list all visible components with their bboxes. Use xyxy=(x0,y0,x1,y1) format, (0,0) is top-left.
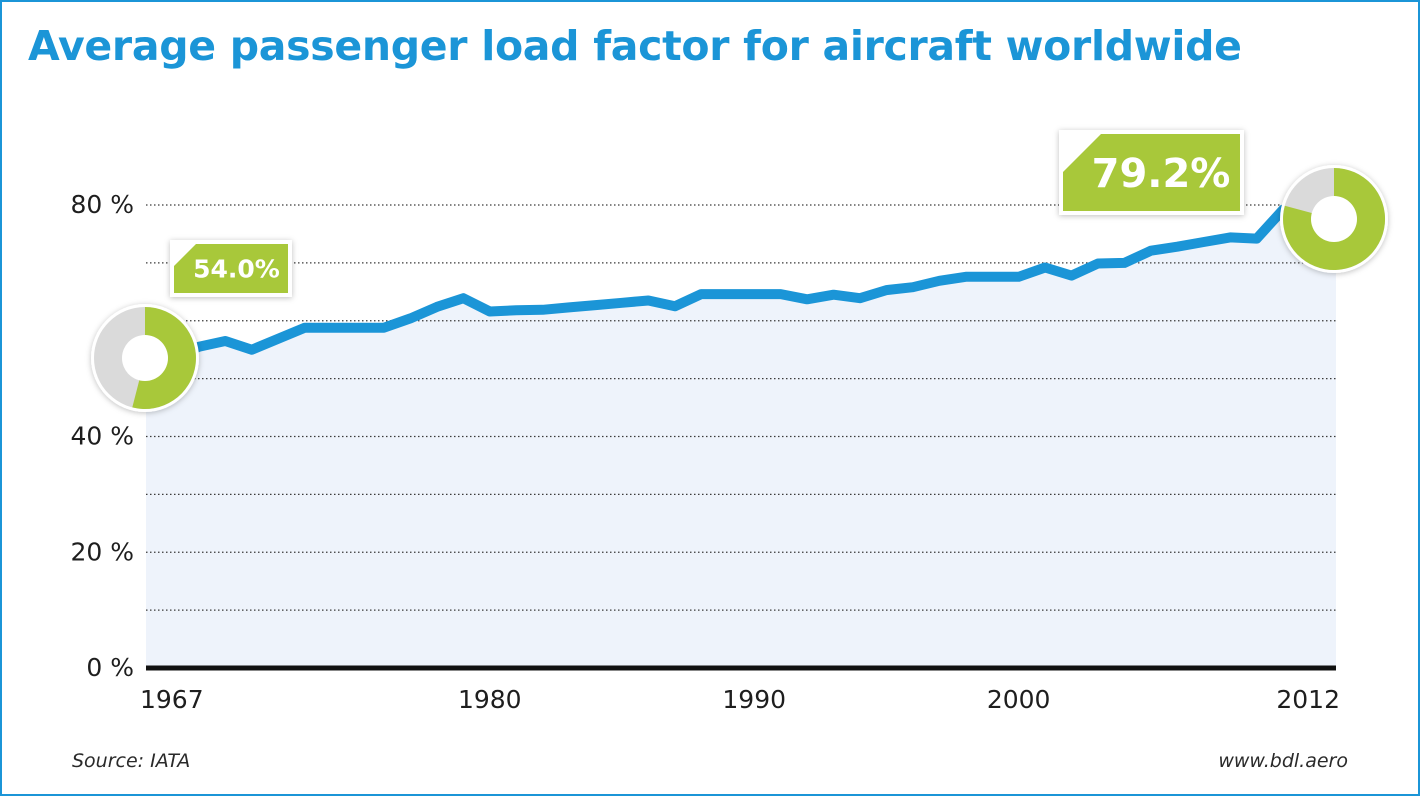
source-note: Source: IATA xyxy=(72,750,191,772)
callouts-layer: 54.0% 79.2% xyxy=(91,130,1388,412)
x-tick-label: 1990 xyxy=(722,685,786,714)
callout-label: 54.0% xyxy=(193,255,280,284)
website-credit: www.bdl.aero xyxy=(1218,750,1348,772)
gridlines xyxy=(146,204,1336,671)
callout-label: 79.2% xyxy=(1092,151,1231,197)
callout-start: 54.0% xyxy=(170,240,292,297)
donut-end xyxy=(1280,165,1388,273)
x-tick-label: 2012 xyxy=(1276,685,1340,714)
chart-title: Average passenger load factor for aircra… xyxy=(28,22,1242,70)
x-tick-label: 1967 xyxy=(140,685,204,714)
plot-area xyxy=(146,209,1336,668)
y-axis-ticks: 0 % 20 % 40 % 80 % xyxy=(70,190,134,682)
y-tick-label: 80 % xyxy=(70,190,134,219)
x-tick-label: 1980 xyxy=(458,685,522,714)
donut-start xyxy=(91,304,199,412)
area-fill xyxy=(146,209,1336,668)
y-tick-label: 20 % xyxy=(70,537,134,566)
y-tick-label: 0 % xyxy=(86,653,134,682)
x-axis-ticks: 1967 1980 1990 2000 2012 xyxy=(140,685,1340,714)
y-tick-label: 40 % xyxy=(70,422,134,451)
series-layer xyxy=(145,204,1336,364)
x-tick-label: 2000 xyxy=(987,685,1051,714)
series-line xyxy=(145,204,1336,364)
callout-end: 79.2% xyxy=(1059,130,1244,215)
